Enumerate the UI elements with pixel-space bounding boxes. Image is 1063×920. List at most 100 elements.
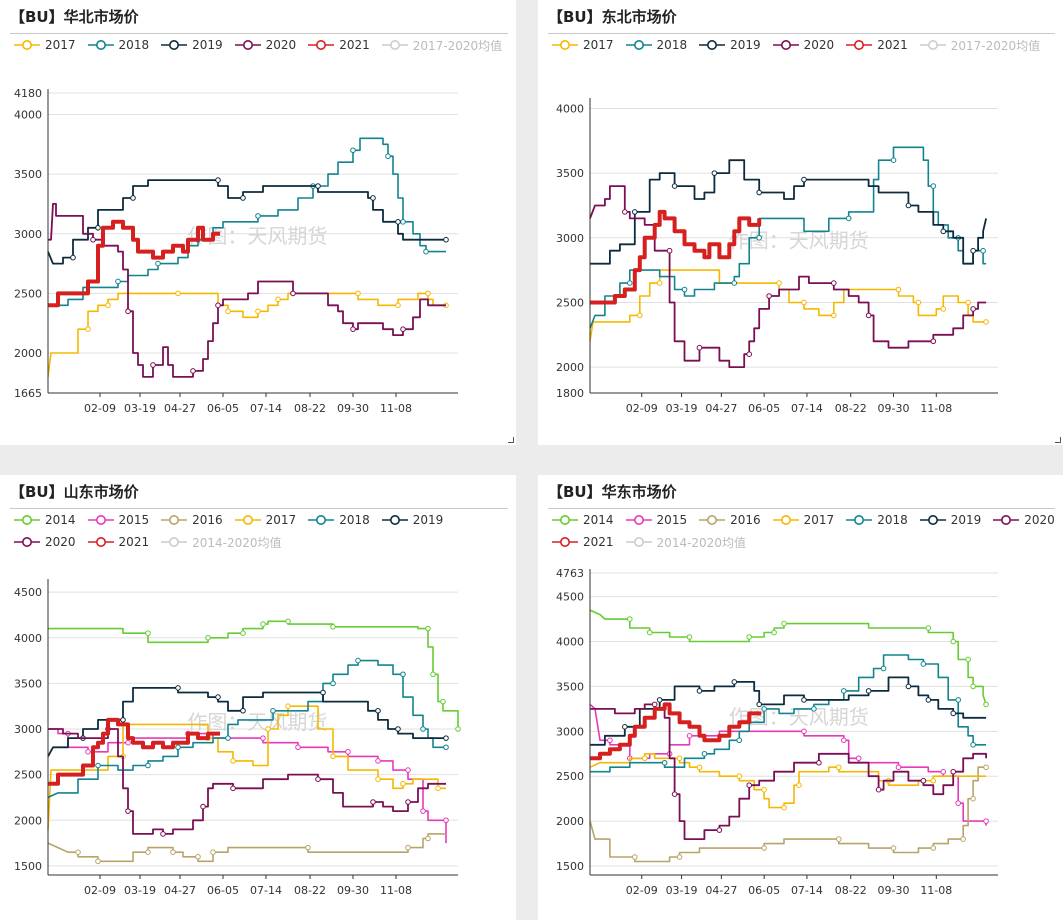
series-line-2020[interactable] [590, 703, 987, 840]
data-point[interactable] [210, 849, 216, 855]
legend-item-8[interactable]: 2014-2020均值 [625, 533, 746, 551]
data-point[interactable] [686, 733, 693, 739]
legend-item-3[interactable]: 2017 [772, 511, 834, 529]
data-point[interactable] [801, 299, 807, 306]
data-point[interactable] [145, 630, 151, 636]
data-point[interactable] [627, 616, 633, 622]
data-point[interactable] [350, 326, 356, 332]
data-point[interactable] [420, 726, 426, 732]
data-point[interactable] [761, 706, 767, 712]
data-point[interactable] [895, 764, 902, 771]
data-point[interactable] [631, 854, 638, 860]
legend-item-1[interactable]: 2018 [625, 36, 687, 54]
data-point[interactable] [895, 286, 902, 293]
series-line-2021[interactable] [48, 219, 220, 308]
data-point[interactable] [831, 280, 837, 286]
data-point[interactable] [375, 758, 381, 764]
data-point[interactable] [435, 785, 441, 792]
data-point[interactable] [835, 836, 842, 842]
data-point[interactable] [175, 744, 181, 751]
data-point[interactable] [125, 739, 131, 746]
data-point[interactable] [701, 750, 708, 757]
legend-item-4[interactable]: 2021 [846, 36, 908, 54]
data-point[interactable] [671, 183, 678, 189]
legend-item-7[interactable]: 2021 [552, 533, 614, 551]
data-point[interactable] [405, 844, 411, 851]
data-point[interactable] [940, 768, 947, 775]
data-point[interactable] [355, 657, 361, 664]
data-point[interactable] [443, 735, 449, 741]
data-point[interactable] [746, 634, 753, 640]
series-line-2019[interactable] [590, 159, 987, 265]
series-line-2018[interactable] [48, 137, 446, 307]
data-point[interactable] [711, 170, 718, 176]
data-point[interactable] [255, 308, 261, 315]
data-point[interactable] [145, 849, 151, 855]
data-point[interactable] [345, 749, 351, 755]
data-point[interactable] [160, 831, 166, 837]
series-line-2021[interactable] [48, 717, 220, 786]
data-point[interactable] [970, 683, 976, 690]
data-point[interactable] [865, 312, 872, 319]
data-point[interactable] [265, 726, 271, 732]
data-point[interactable] [970, 741, 976, 748]
data-point[interactable] [260, 621, 266, 627]
data-point[interactable] [205, 634, 211, 641]
legend-item-5[interactable]: 2019 [381, 511, 443, 529]
data-point[interactable] [215, 177, 221, 183]
series-line-2016[interactable] [47, 833, 446, 863]
data-point[interactable] [671, 791, 678, 797]
data-point[interactable] [756, 189, 762, 196]
data-point[interactable] [965, 656, 971, 663]
resize-handle[interactable] [1055, 437, 1061, 443]
legend-item-3[interactable]: 2020 [772, 36, 834, 54]
legend-item-0[interactable]: 2017 [552, 36, 614, 54]
series-line-2021[interactable] [590, 209, 762, 305]
data-point[interactable] [395, 302, 401, 309]
data-point[interactable] [651, 701, 658, 708]
data-point[interactable] [716, 827, 723, 833]
data-point[interactable] [796, 782, 802, 788]
data-point[interactable] [835, 764, 842, 771]
legend-item-0[interactable]: 2014 [552, 511, 614, 529]
legend-item-5[interactable]: 2019 [919, 511, 981, 529]
data-point[interactable] [405, 767, 411, 773]
data-point[interactable] [955, 697, 961, 703]
legend-item-2[interactable]: 2016 [699, 511, 761, 529]
data-point[interactable] [865, 688, 872, 694]
data-point[interactable] [801, 176, 807, 183]
data-point[interactable] [95, 858, 101, 865]
chart-legend[interactable]: 2017 2018 2019 2020 2021 2017-2020均值 [14, 36, 510, 54]
data-point[interactable] [350, 147, 356, 154]
data-point[interactable] [950, 768, 957, 775]
data-point[interactable] [150, 362, 156, 368]
data-point[interactable] [746, 782, 753, 788]
data-point[interactable] [983, 818, 989, 824]
legend-item-5[interactable]: 2017-2020均值 [919, 36, 1040, 54]
data-point[interactable] [661, 759, 668, 766]
data-point[interactable] [905, 683, 912, 690]
data-point[interactable] [370, 195, 376, 201]
data-point[interactable] [295, 744, 301, 751]
legend-item-3[interactable]: 2020 [234, 36, 296, 54]
data-point[interactable] [155, 260, 161, 267]
data-point[interactable] [400, 326, 406, 332]
data-point[interactable] [970, 247, 976, 254]
data-point[interactable] [940, 306, 947, 312]
chart-legend[interactable]: 2014 2015 2016 2017 2018 2019 2020 2021 2014-202… [552, 511, 1057, 551]
data-point[interactable] [215, 302, 221, 309]
data-point[interactable] [200, 803, 206, 810]
data-point[interactable] [175, 685, 181, 691]
series-line-2016[interactable] [589, 766, 987, 863]
data-point[interactable] [930, 845, 937, 851]
legend-item-5[interactable]: 2017-2020均值 [381, 36, 502, 54]
data-point[interactable] [811, 706, 817, 712]
legend-item-8[interactable]: 2014-2020均值 [161, 533, 282, 551]
data-point[interactable] [656, 697, 663, 703]
data-point[interactable] [443, 817, 449, 824]
legend-item-4[interactable]: 2018 [846, 511, 908, 529]
legend-item-7[interactable]: 2021 [87, 533, 149, 551]
data-point[interactable] [607, 737, 613, 744]
data-point[interactable] [622, 724, 628, 730]
data-point[interactable] [195, 853, 201, 860]
